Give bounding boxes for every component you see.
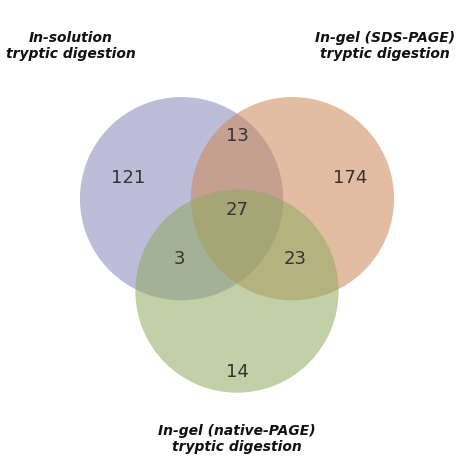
Text: 3: 3 [173,250,185,267]
Circle shape [80,97,283,300]
Text: In-gel (native-PAGE)
tryptic digestion: In-gel (native-PAGE) tryptic digestion [158,424,316,454]
Text: In-solution
tryptic digestion: In-solution tryptic digestion [6,31,136,61]
Circle shape [136,189,338,393]
Circle shape [191,97,394,300]
Text: 23: 23 [283,250,306,267]
Text: In-gel (SDS-PAGE)
tryptic digestion: In-gel (SDS-PAGE) tryptic digestion [315,31,455,61]
Text: 14: 14 [226,363,248,381]
Text: 121: 121 [111,169,146,187]
Text: 27: 27 [226,201,248,219]
Text: 174: 174 [333,169,367,187]
Text: 13: 13 [226,128,248,145]
